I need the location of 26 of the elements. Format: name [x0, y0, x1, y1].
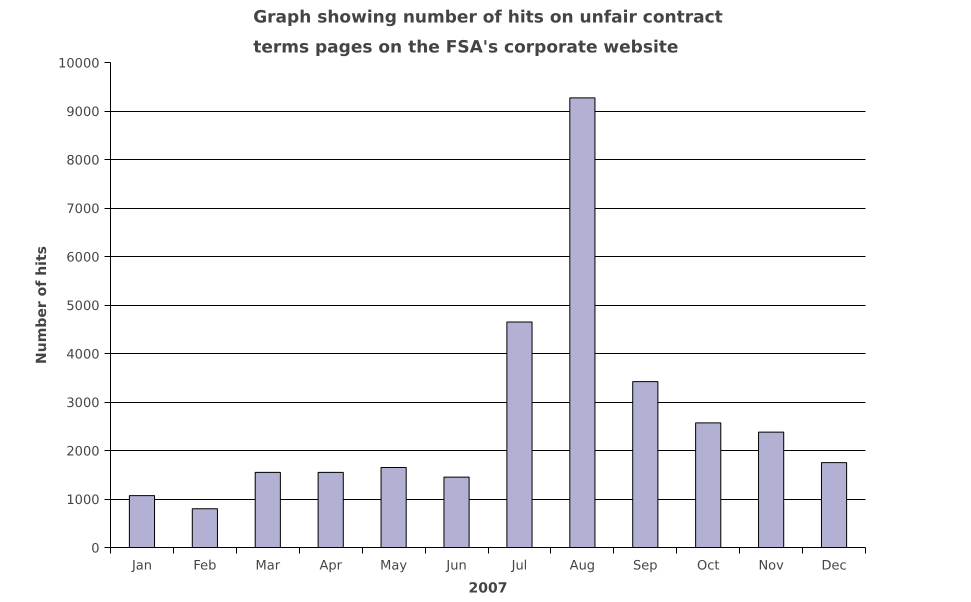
- x-tick-label: Oct: [696, 558, 720, 574]
- y-tick-label: 2000: [66, 444, 100, 460]
- x-tick-label: Jan: [130, 558, 152, 574]
- y-axis-title: Number of hits: [34, 246, 50, 364]
- y-tick-label: 4000: [66, 348, 100, 362]
- x-tick-label: Sep: [633, 558, 658, 574]
- x-tick-label: Apr: [319, 558, 343, 574]
- x-tick-label: Jul: [510, 558, 528, 574]
- x-tick-label: Dec: [821, 558, 847, 574]
- x-tick-label: Jun: [445, 558, 467, 574]
- y-tick-label: 1000: [66, 493, 100, 508]
- y-tick-label: 7000: [66, 202, 100, 217]
- y-tick-label: 5000: [66, 299, 100, 314]
- x-tick-label: Nov: [758, 558, 784, 574]
- y-tick-label: 6000: [66, 250, 100, 266]
- y-tick-label: 10000: [58, 56, 100, 72]
- y-tick-label: 0: [91, 542, 100, 556]
- y-tick-label: 8000: [66, 154, 100, 168]
- y-tick-label: 3000: [66, 396, 100, 411]
- x-tick-label: Aug: [570, 558, 596, 574]
- x-tick-label: May: [380, 558, 408, 574]
- x-tick-label: Feb: [193, 558, 216, 574]
- x-axis-title: 2007: [468, 580, 508, 596]
- x-tick-label: Mar: [256, 558, 281, 574]
- y-tick-label: 9000: [66, 105, 100, 120]
- chart-title: Graph showing number of hits on unfair contract terms pages on the FSA's corporate website: [253, 8, 723, 58]
